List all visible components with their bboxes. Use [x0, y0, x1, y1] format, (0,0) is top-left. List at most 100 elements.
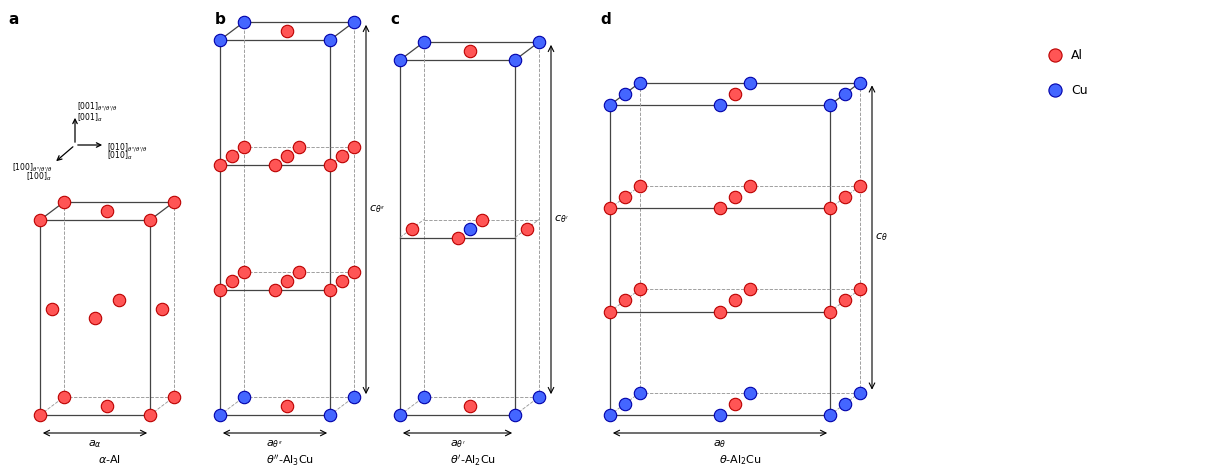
Point [390, 56, 409, 64]
Text: $a_{\theta}$: $a_{\theta}$ [714, 438, 727, 450]
Point [345, 18, 364, 26]
Text: $a_{\alpha}$: $a_{\alpha}$ [88, 438, 101, 450]
Point [235, 393, 254, 401]
Point [600, 411, 620, 419]
Point [631, 389, 650, 396]
Point [725, 90, 744, 98]
Point [459, 225, 479, 232]
Point [277, 152, 297, 160]
Point [820, 411, 840, 419]
Point [31, 411, 50, 419]
Point [210, 161, 230, 169]
Point [725, 193, 744, 201]
Point [725, 297, 744, 304]
Point [141, 411, 160, 419]
Point [851, 389, 870, 396]
Point [820, 205, 840, 212]
Text: $[100]_{\theta^{\prime\prime}/\theta^{\prime}/\theta}$: $[100]_{\theta^{\prime\prime}/\theta^{\p… [12, 162, 53, 174]
Point [631, 79, 650, 86]
Point [235, 18, 254, 26]
Point [210, 286, 230, 294]
Point [851, 285, 870, 293]
Text: a: a [9, 12, 18, 27]
Point [235, 268, 254, 276]
Point [710, 411, 730, 419]
Text: Cu: Cu [1070, 83, 1088, 97]
Point [109, 296, 128, 303]
Point [414, 38, 434, 46]
Point [320, 161, 340, 169]
Point [265, 161, 285, 169]
Point [517, 225, 536, 232]
Point [277, 27, 297, 35]
Text: $[001]_{\theta^{\prime\prime}/\theta^{\prime}/\theta}$: $[001]_{\theta^{\prime\prime}/\theta^{\p… [77, 100, 117, 113]
Point [741, 79, 760, 86]
Point [615, 400, 634, 408]
Text: $\theta^{\prime}$-Al$_2$Cu: $\theta^{\prime}$-Al$_2$Cu [450, 453, 495, 468]
Point [153, 305, 172, 312]
Point [741, 182, 760, 190]
Point [820, 308, 840, 316]
Point [320, 286, 340, 294]
Point [222, 277, 242, 285]
Point [615, 193, 634, 201]
Point [710, 101, 730, 109]
Point [835, 400, 854, 408]
Point [1045, 51, 1064, 59]
Text: $a_{\theta^{\prime}}$: $a_{\theta^{\prime}}$ [450, 438, 466, 450]
Point [54, 393, 73, 401]
Point [210, 411, 230, 419]
Point [600, 205, 620, 212]
Point [820, 101, 840, 109]
Point [43, 305, 62, 312]
Point [332, 277, 352, 285]
Text: d: d [600, 12, 611, 27]
Point [141, 216, 160, 224]
Point [390, 411, 409, 419]
Text: $c_{\theta}$: $c_{\theta}$ [875, 232, 887, 244]
Point [459, 47, 479, 55]
Point [472, 216, 491, 223]
Point [725, 400, 744, 408]
Point [320, 36, 340, 44]
Point [615, 297, 634, 304]
Point [265, 286, 285, 294]
Point [402, 225, 422, 232]
Point [615, 90, 634, 98]
Point [290, 268, 309, 276]
Point [164, 393, 183, 401]
Point [459, 402, 479, 410]
Point [631, 182, 650, 190]
Point [851, 182, 870, 190]
Point [164, 198, 183, 206]
Text: $[010]_{\alpha}$: $[010]_{\alpha}$ [108, 150, 133, 163]
Point [600, 101, 620, 109]
Point [86, 314, 105, 321]
Point [290, 143, 309, 151]
Point [277, 277, 297, 285]
Point [1045, 86, 1064, 94]
Text: b: b [215, 12, 226, 27]
Point [710, 205, 730, 212]
Point [54, 198, 73, 206]
Point [31, 216, 50, 224]
Text: $[100]_{\alpha}$: $[100]_{\alpha}$ [26, 171, 53, 183]
Point [345, 143, 364, 151]
Point [741, 389, 760, 396]
Point [414, 393, 434, 401]
Point [529, 393, 549, 401]
Text: $c_{\theta^{\prime\prime}}$: $c_{\theta^{\prime\prime}}$ [369, 204, 385, 215]
Point [447, 234, 467, 241]
Point [835, 297, 854, 304]
Point [320, 411, 340, 419]
Text: $\theta^{\prime\prime}$-Al$_3$Cu: $\theta^{\prime\prime}$-Al$_3$Cu [266, 453, 314, 468]
Point [210, 36, 230, 44]
Point [235, 143, 254, 151]
Point [332, 152, 352, 160]
Point [505, 411, 524, 419]
Point [345, 268, 364, 276]
Text: $\alpha$-Al: $\alpha$-Al [99, 453, 121, 465]
Point [98, 207, 117, 215]
Text: $[010]_{\theta^{\prime\prime}/\theta^{\prime}/\theta}$: $[010]_{\theta^{\prime\prime}/\theta^{\p… [108, 141, 148, 154]
Point [710, 308, 730, 316]
